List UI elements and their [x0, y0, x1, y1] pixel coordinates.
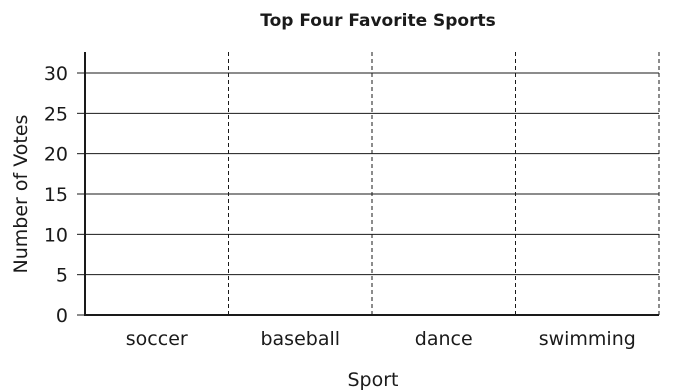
x-tick-label-dance: dance [415, 328, 473, 350]
y-tick-label: 0 [56, 305, 68, 327]
x-tick-label-soccer: soccer [126, 328, 188, 350]
axes [77, 52, 659, 316]
y-tick-label: 25 [44, 103, 68, 125]
y-tick-label: 15 [44, 184, 68, 206]
x-tick-label-baseball: baseball [260, 328, 340, 350]
chart-title: Top Four Favorite Sports [260, 11, 495, 31]
y-tick-label: 5 [56, 265, 68, 287]
x-axis-label: Sport [347, 369, 398, 391]
x-tick-labels: soccer baseball dance swimming [126, 328, 636, 350]
category-dividers [228, 52, 660, 315]
x-tick-label-swimming: swimming [539, 328, 636, 350]
y-tick-labels: 0 5 10 15 20 25 30 [44, 63, 68, 327]
y-axis-label: Number of Votes [10, 115, 32, 274]
y-tick-label: 20 [44, 144, 68, 166]
y-tick-label: 10 [44, 224, 68, 246]
y-tick-label: 30 [44, 63, 68, 85]
